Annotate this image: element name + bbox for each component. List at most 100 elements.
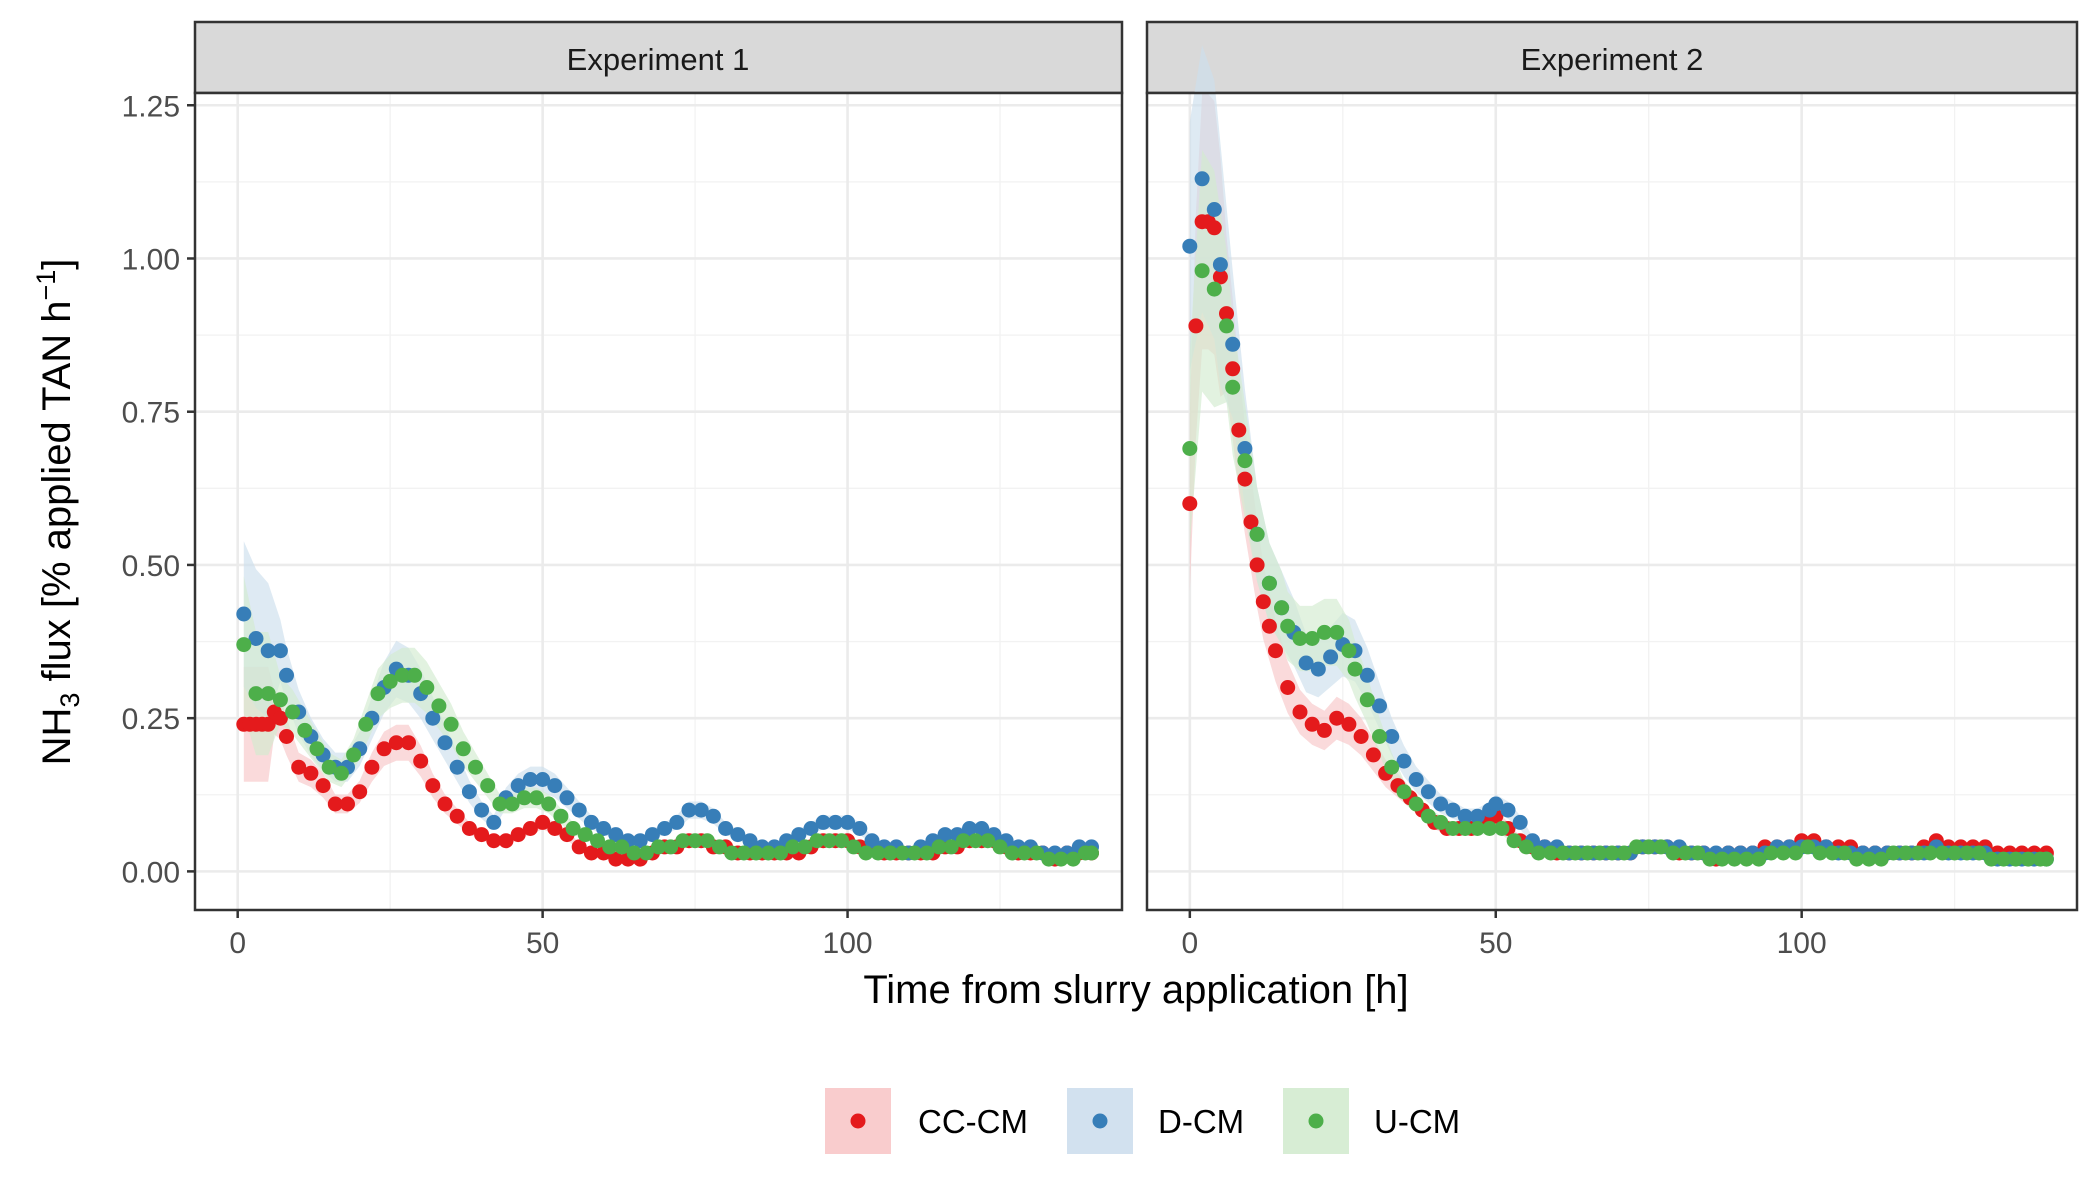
point-u-cm: [1384, 759, 1400, 775]
point-u-cm: [1194, 263, 1210, 279]
point-cc-cm: [1353, 729, 1369, 744]
point-u-cm: [358, 716, 374, 732]
point-d-cm: [583, 814, 599, 830]
point-u-cm: [1482, 821, 1498, 836]
point-u-cm: [1726, 851, 1742, 867]
plot-border-experiment-2: [1145, 91, 2079, 912]
point-u-cm: [1775, 845, 1791, 861]
point-u-cm: [419, 680, 435, 695]
point-u-cm: [1653, 839, 1669, 855]
point-d-cm: [974, 821, 990, 836]
point-u-cm: [1053, 851, 1069, 867]
point-u-cm: [724, 845, 740, 861]
point-u-cm: [1531, 845, 1547, 861]
point-d-cm: [815, 814, 831, 830]
point-d-cm: [1372, 698, 1387, 714]
point-cc-cm: [260, 716, 276, 732]
point-d-cm: [535, 772, 551, 787]
panel-experiment-1: Experiment 1 0 50 100: [193, 20, 1124, 960]
point-u-cm: [1947, 845, 1963, 861]
point-u-cm: [1457, 821, 1473, 836]
legend-dot-d-cm: [1092, 1113, 1108, 1129]
point-d-cm: [1445, 802, 1461, 818]
point-d-cm: [852, 821, 868, 836]
point-d-cm: [681, 802, 697, 818]
point-u-cm: [541, 796, 557, 812]
point-cc-cm: [364, 759, 380, 775]
point-d-cm: [486, 814, 502, 830]
point-d-cm: [1182, 238, 1198, 254]
point-d-cm: [1310, 661, 1326, 677]
point-u-cm: [565, 821, 581, 836]
point-u-cm: [1420, 808, 1436, 824]
point-u-cm: [748, 845, 764, 861]
point-d-cm: [657, 821, 673, 836]
ci-band-d-cm: [243, 541, 1092, 857]
point-u-cm: [638, 845, 654, 861]
point-u-cm: [1677, 845, 1693, 861]
point-cc-cm: [437, 796, 453, 812]
point-d-cm: [840, 814, 856, 830]
point-u-cm: [1996, 851, 2012, 867]
x-axis-experiment-1: 0 50 100: [229, 910, 873, 960]
point-cc-cm: [1243, 514, 1259, 530]
point-u-cm: [1702, 851, 1718, 867]
point-d-cm: [510, 778, 526, 794]
grid-experiment-2: [1147, 93, 2077, 910]
point-cc-cm: [327, 796, 343, 812]
point-u-cm: [675, 833, 691, 849]
point-d-cm: [669, 814, 685, 830]
point-d-cm: [644, 827, 660, 843]
point-cc-cm: [547, 821, 563, 836]
point-cc-cm: [388, 735, 404, 751]
point-u-cm: [394, 667, 410, 683]
point-u-cm: [663, 839, 679, 855]
y-tick-label: 1.25: [122, 90, 180, 123]
point-u-cm: [431, 698, 447, 714]
point-u-cm: [1494, 821, 1510, 836]
point-u-cm: [1041, 851, 1057, 867]
point-u-cm: [614, 839, 630, 855]
point-d-cm: [522, 772, 538, 787]
legend-dot-cc-cm: [850, 1113, 866, 1129]
x-axis-experiment-2: 0 50 100: [1181, 910, 1827, 960]
point-u-cm: [1359, 692, 1375, 708]
point-u-cm: [2020, 851, 2036, 867]
point-d-cm: [1433, 796, 1449, 812]
point-u-cm: [1292, 631, 1308, 646]
point-u-cm: [1861, 851, 1877, 867]
point-u-cm: [2008, 851, 2024, 867]
point-u-cm: [1469, 821, 1485, 836]
point-d-cm: [827, 814, 843, 830]
point-cc-cm: [303, 765, 319, 781]
point-u-cm: [785, 839, 801, 855]
point-u-cm: [1016, 845, 1032, 861]
grid-experiment-1: [195, 93, 1122, 910]
strip-label-experiment-1: Experiment 1: [567, 42, 750, 77]
point-u-cm: [309, 741, 325, 757]
point-u-cm: [1824, 845, 1840, 861]
point-u-cm: [516, 790, 532, 806]
point-u-cm: [736, 845, 752, 861]
point-cc-cm: [1268, 643, 1283, 659]
point-u-cm: [1543, 845, 1559, 861]
strip-experiment-1: [193, 20, 1124, 95]
point-d-cm: [693, 802, 709, 818]
point-d-cm: [1469, 808, 1485, 824]
point-u-cm: [858, 845, 874, 861]
point-cc-cm: [1231, 422, 1247, 438]
y-tick-label: 0.00: [122, 856, 180, 889]
point-cc-cm: [1365, 747, 1381, 763]
y-axis: 0.00 0.25 0.50 0.75 1.00 1.25: [122, 90, 195, 889]
point-u-cm: [1751, 851, 1767, 867]
point-u-cm: [992, 839, 1008, 855]
point-u-cm: [333, 765, 349, 781]
point-u-cm: [285, 704, 301, 720]
point-u-cm: [443, 716, 459, 732]
point-d-cm: [803, 821, 819, 836]
legend-label-cc-cm: CC-CM: [918, 1103, 1028, 1140]
point-d-cm: [1212, 257, 1228, 273]
y-tick-label: 0.25: [122, 703, 180, 736]
point-u-cm: [1983, 851, 1999, 867]
point-u-cm: [1959, 845, 1975, 861]
